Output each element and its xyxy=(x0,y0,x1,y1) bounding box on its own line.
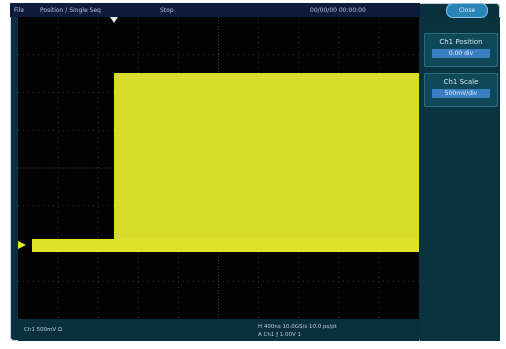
close-button[interactable]: Close xyxy=(446,3,488,18)
side-panel: Ch1 Position 0.00 div Ch1 Scale 500mV/di… xyxy=(420,17,500,341)
trigger-position-marker[interactable] xyxy=(110,17,118,23)
acquisition-status: Stop xyxy=(160,7,174,14)
scope-window: File Position / Single Seq Stop 00/00/00… xyxy=(10,3,500,341)
ch1-position-button[interactable]: Ch1 Position 0.00 div xyxy=(424,33,498,67)
menu-bar: File Position / Single Seq Stop 00/00/00… xyxy=(10,3,420,17)
file-menu[interactable]: File xyxy=(14,7,25,14)
timebase-readout[interactable]: H 400ns 10.0GS/s 10.0 ps/pt xyxy=(258,324,337,330)
date-time: 00/00/00 00:00:00 xyxy=(310,7,366,14)
trigger-readout[interactable]: A Ch1 ƒ 1.00V 1 xyxy=(258,332,302,338)
mode-indicator: Position / Single Seq xyxy=(40,7,101,14)
channel-readout[interactable]: Ch1 500mV Ω xyxy=(24,327,63,333)
waveform-baseline xyxy=(32,239,419,252)
ch1-position-value: 0.00 div xyxy=(432,49,490,58)
ch1-scale-value: 500mV/div xyxy=(432,89,490,98)
ch1-position-label: Ch1 Position xyxy=(439,38,483,46)
ch1-scale-label: Ch1 Scale xyxy=(443,78,479,86)
channel-1-ground-marker[interactable] xyxy=(18,241,26,249)
ch1-scale-button[interactable]: Ch1 Scale 500mV/div xyxy=(424,73,498,107)
waveform-display[interactable] xyxy=(18,17,419,319)
status-bar: Ch1 500mV Ω H 400ns 10.0GS/s 10.0 ps/pt … xyxy=(18,321,419,341)
waveform-pulse xyxy=(114,73,419,252)
